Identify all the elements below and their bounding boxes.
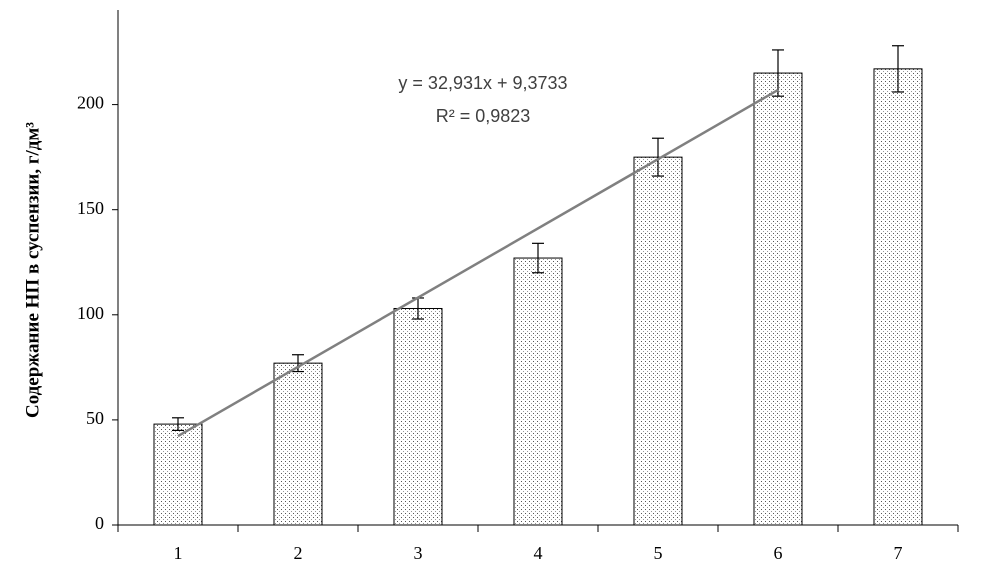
trendline	[177, 88, 779, 438]
x-tick-label: 4	[534, 543, 543, 563]
bar	[153, 423, 203, 526]
x-tick-label: 1	[174, 543, 183, 563]
x-tick-label: 7	[894, 543, 903, 563]
bar	[873, 68, 923, 526]
trend-r2: R² = 0,9823	[436, 106, 531, 126]
error-bar	[772, 49, 784, 97]
bar	[273, 362, 323, 526]
error-bar	[652, 137, 664, 177]
y-tick-label: 200	[77, 93, 104, 113]
bar	[753, 72, 803, 526]
bar	[393, 307, 443, 526]
x-tick-label: 6	[774, 543, 783, 563]
bar	[633, 156, 683, 526]
x-tick-label: 3	[414, 543, 423, 563]
error-bar	[532, 242, 544, 274]
x-tick-label: 5	[654, 543, 663, 563]
y-axis-label: Содержание НП в суспензии, г/дм³	[22, 122, 43, 418]
y-tick-label: 50	[86, 408, 104, 428]
trend-equation: y = 32,931x + 9,3733	[398, 73, 567, 93]
error-bar	[292, 354, 304, 373]
y-tick-label: 150	[77, 198, 104, 218]
y-tick-label: 0	[95, 513, 104, 533]
bar	[513, 257, 563, 526]
x-tick-label: 2	[294, 543, 303, 563]
error-bar	[892, 45, 904, 93]
error-bar	[172, 417, 184, 432]
y-tick-label: 100	[77, 303, 104, 323]
